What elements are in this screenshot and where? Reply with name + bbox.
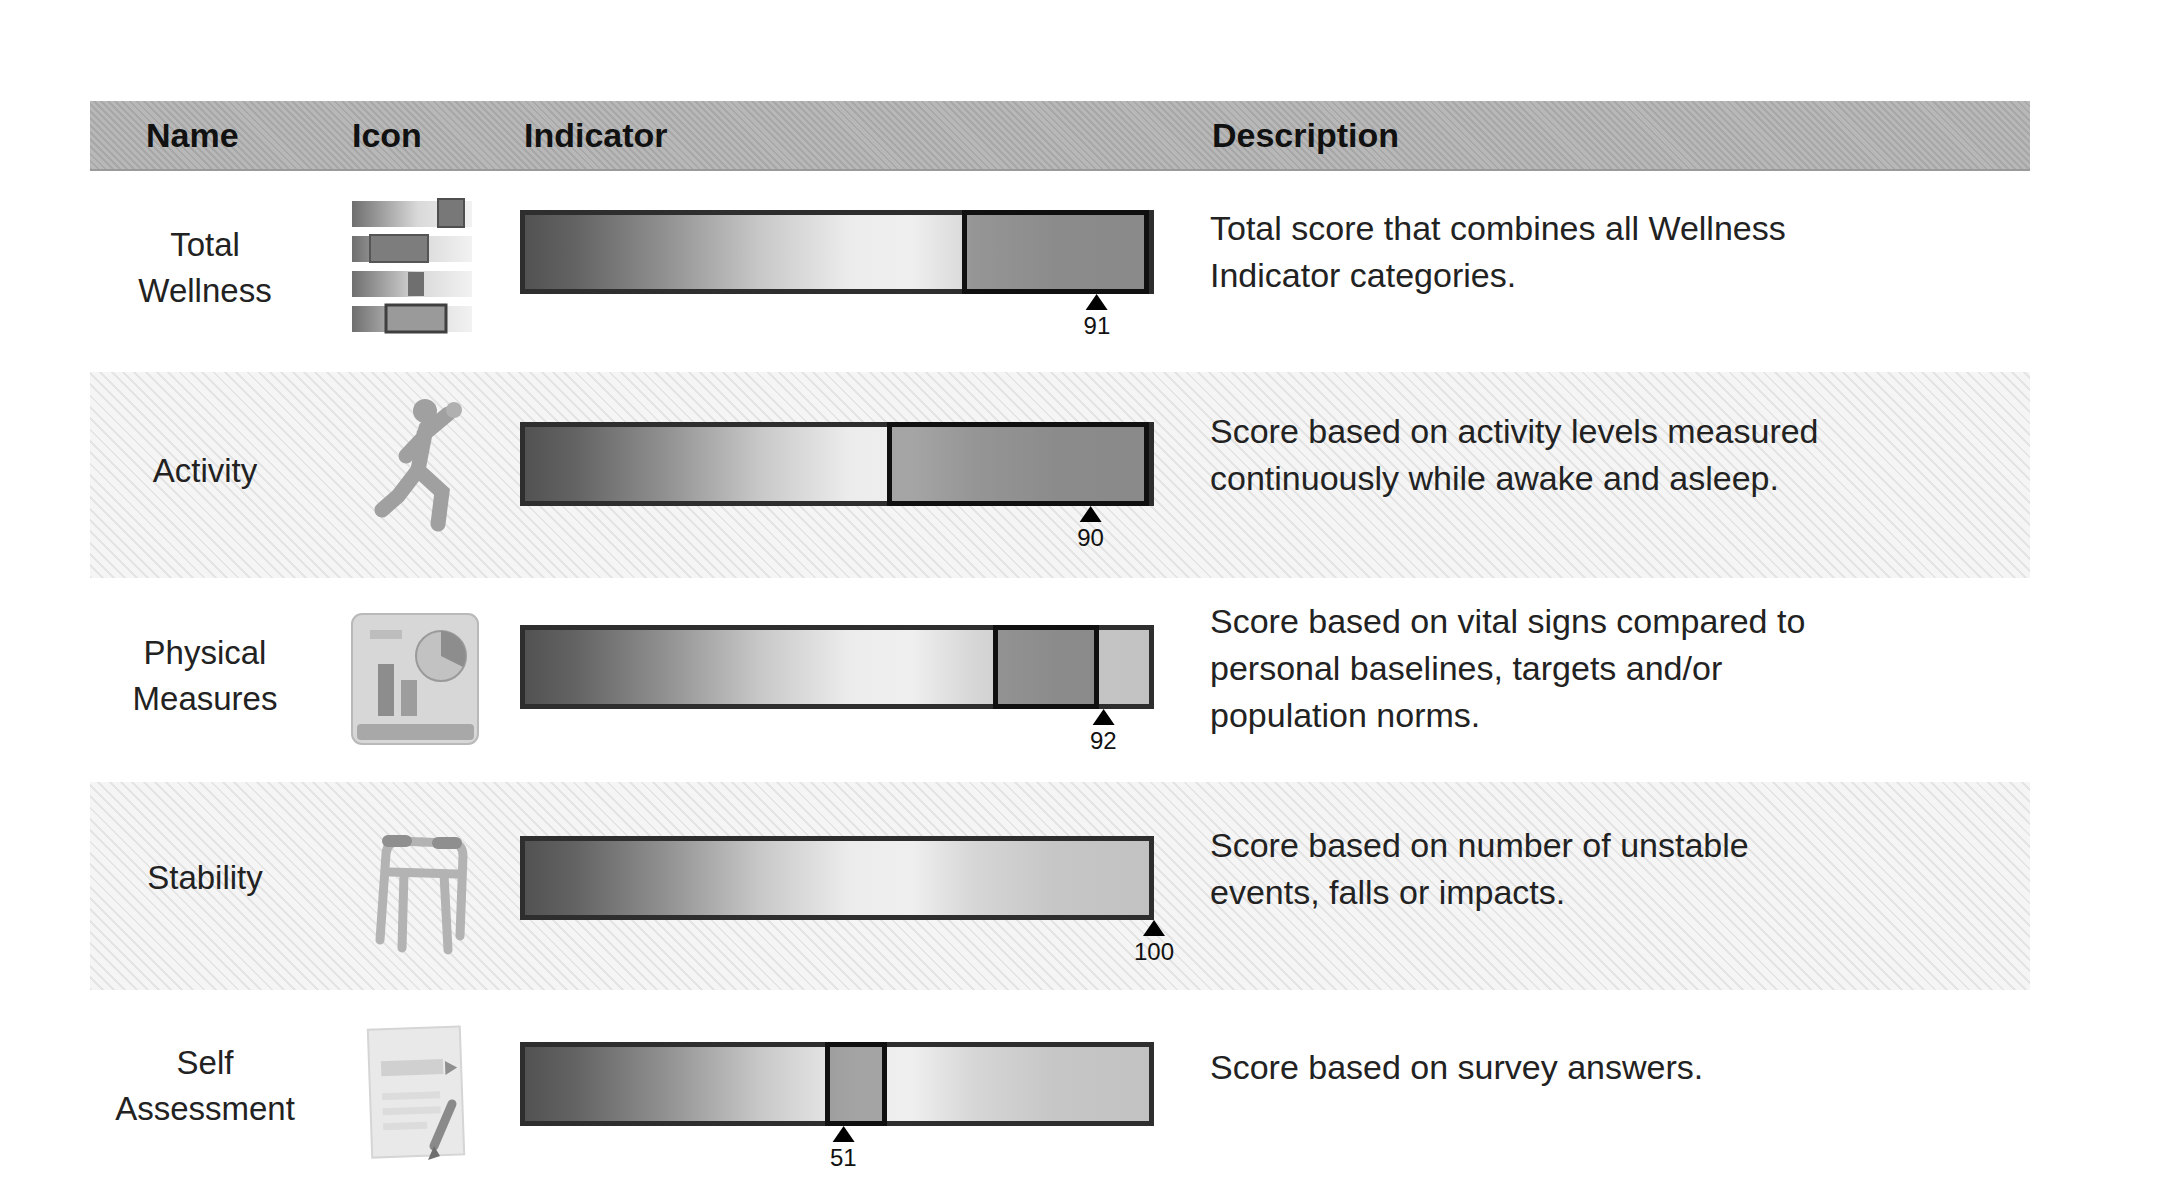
score-value: 51 xyxy=(830,1144,857,1172)
vitals-dashboard-icon xyxy=(346,606,486,754)
indicator-bar-physical-measures: 92 xyxy=(520,625,1154,757)
marker-triangle-icon xyxy=(1080,506,1102,522)
column-header-description: Description xyxy=(1212,101,1399,169)
walking-person-icon xyxy=(368,396,480,548)
score-scale-bar xyxy=(520,210,1154,294)
row-name: Physical Measures xyxy=(105,630,305,722)
wellness-bars-icon xyxy=(350,198,482,334)
survey-pencil-icon xyxy=(360,1022,478,1168)
row-description: Total score that combines all Wellness I… xyxy=(1210,205,1970,299)
target-range-box xyxy=(887,422,1149,506)
score-marker: 51 xyxy=(830,1126,857,1172)
row-name: Stability xyxy=(105,855,305,901)
target-range-box xyxy=(825,1042,887,1126)
table-header: Name Icon Indicator Description xyxy=(90,101,2030,171)
column-header-icon: Icon xyxy=(352,101,422,169)
indicator-bar-activity: 90 xyxy=(520,422,1154,554)
marker-triangle-icon xyxy=(1092,709,1114,725)
column-header-name: Name xyxy=(146,101,239,169)
marker-triangle-icon xyxy=(1086,294,1108,310)
indicator-bar-self-assessment: 51 xyxy=(520,1042,1154,1174)
score-marker: 92 xyxy=(1090,709,1117,755)
target-range-box xyxy=(993,625,1099,709)
column-header-indicator: Indicator xyxy=(524,101,668,169)
score-value: 91 xyxy=(1084,312,1111,340)
indicator-bar-stability: 100 xyxy=(520,836,1154,968)
score-marker: 91 xyxy=(1084,294,1111,340)
score-scale-bar xyxy=(520,836,1154,920)
score-value: 92 xyxy=(1090,727,1117,755)
marker-triangle-icon xyxy=(1143,920,1165,936)
marker-triangle-icon xyxy=(832,1126,854,1142)
walker-icon xyxy=(360,808,478,958)
row-description: Score based on vital signs compared to p… xyxy=(1210,598,1970,739)
row-name: Activity xyxy=(105,448,305,494)
row-name: Total Wellness xyxy=(105,222,305,314)
score-scale-bar xyxy=(520,1042,1154,1126)
row-name: Self Assessment xyxy=(105,1040,305,1132)
score-scale-bar xyxy=(520,625,1154,709)
row-description: Score based on survey answers. xyxy=(1210,1044,1970,1091)
row-description: Score based on activity levels measured … xyxy=(1210,408,1970,502)
score-marker: 90 xyxy=(1077,506,1104,552)
target-range-box xyxy=(962,210,1149,294)
indicator-bar-total-wellness: 91 xyxy=(520,210,1154,342)
score-value: 100 xyxy=(1134,938,1174,966)
score-marker: 100 xyxy=(1134,920,1174,966)
score-scale-bar xyxy=(520,422,1154,506)
score-value: 90 xyxy=(1077,524,1104,552)
wellness-indicators-table: Name Icon Indicator Description Total We… xyxy=(0,0,2182,1204)
row-description: Score based on number of unstable events… xyxy=(1210,822,1970,916)
